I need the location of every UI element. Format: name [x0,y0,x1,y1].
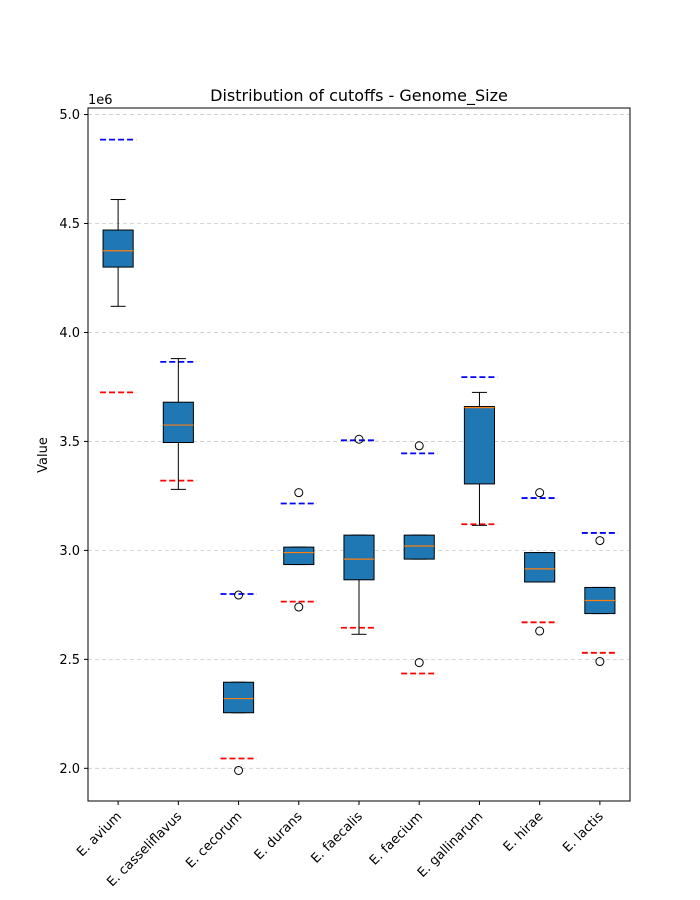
box-3 [223,590,255,775]
x-tick-label: E. cecorum [183,809,245,871]
outlier-point [414,441,424,451]
iqr-box [283,546,315,566]
box-1 [102,199,134,307]
box-4 [283,488,315,612]
box-7 [463,391,495,526]
outlier-point [294,602,304,612]
x-tick-label: E. avium [74,809,125,860]
iqr-box [223,681,255,714]
x-tick-label: E. faecium [367,809,426,868]
y-tick-label: 4.5 [59,217,80,232]
cutoff-lines [100,138,618,760]
outlier-point [535,488,545,498]
y-axis: 2.0 2.5 3.0 3.5 4.0 4.5 5.0 [59,108,88,777]
iqr-box [463,406,495,485]
grid-lines [88,114,630,769]
x-tick-label: E. hirae [501,809,547,855]
outlier-point [414,658,424,668]
y-multiplier-label: 1e6 [88,93,113,108]
x-tick-label: E. faecalis [308,809,366,867]
iqr-box [162,401,194,444]
box-9 [584,536,616,667]
box-6 [403,441,435,668]
iqr-box [524,552,556,583]
outlier-point [595,536,605,546]
outlier-point [354,434,364,444]
y-tick-label: 3.5 [59,435,80,450]
y-tick-label: 3.0 [59,544,80,559]
outlier-point [294,488,304,498]
y-tick-label: 5.0 [59,108,80,123]
outlier-point [234,765,244,775]
iqr-box [102,229,134,268]
box-5 [343,434,375,635]
boxes [102,199,616,775]
plot-frame [87,107,631,802]
outlier-point [234,590,244,600]
outlier-point [535,626,545,636]
x-tick-label: E. lactis [560,809,607,856]
iqr-box [343,534,375,581]
x-tick-label: E. durans [252,809,306,863]
iqr-box [403,534,435,560]
y-axis-label: Value [36,437,51,473]
chart-title: Distribution of cutoffs - Genome_Size [210,86,508,106]
y-tick-label: 2.0 [59,762,80,777]
box-2 [162,358,194,490]
y-tick-label: 4.0 [59,326,80,341]
outlier-point [595,657,605,667]
y-tick-label: 2.5 [59,653,80,668]
box-8 [524,488,556,636]
